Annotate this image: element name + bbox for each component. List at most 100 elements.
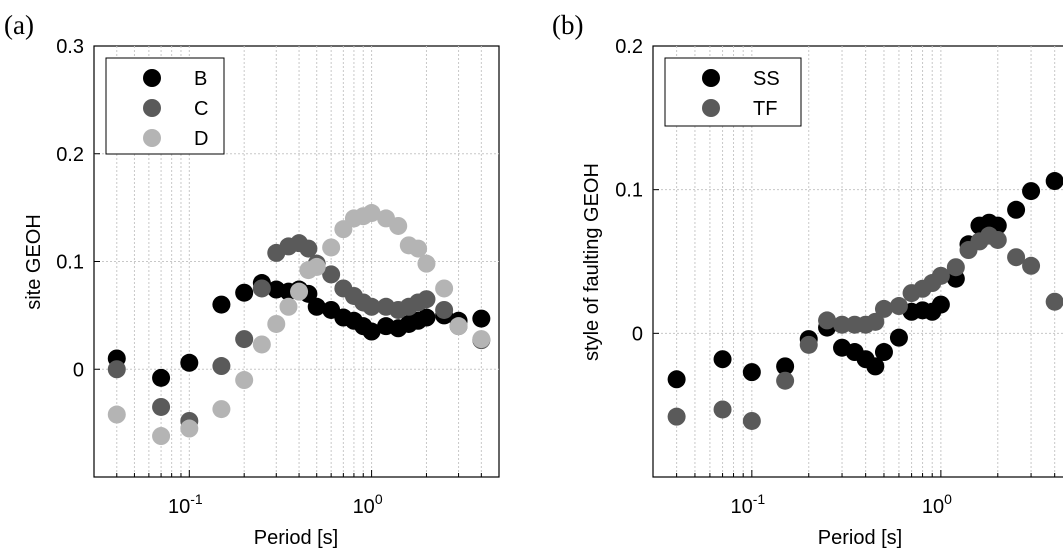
data-point-tf [889, 297, 908, 316]
panel-label-b: (b) [552, 10, 583, 40]
legend-label-d: D [194, 128, 208, 150]
legend-marker-c [143, 99, 161, 117]
data-point-tf [1007, 248, 1026, 267]
data-point-d [307, 257, 326, 276]
data-point-d [252, 335, 271, 354]
x-tick-label: 10-1 [168, 491, 203, 518]
points-a [107, 204, 491, 446]
data-point-d [152, 427, 171, 446]
data-point-d [449, 317, 468, 336]
panel-label-a: (a) [4, 10, 34, 40]
data-point-ss [889, 328, 908, 347]
y-tick-label: 0.2 [615, 36, 643, 58]
data-point-c [299, 239, 318, 258]
data-point-d [322, 238, 341, 257]
data-point-ss [713, 350, 732, 369]
data-point-d [409, 239, 428, 258]
x-tick-label: 10-1 [730, 491, 765, 518]
data-point-c [435, 300, 454, 319]
data-point-tf [799, 335, 818, 354]
x-axis-label-b: Period [s] [818, 527, 902, 549]
data-point-d [107, 405, 126, 424]
data-point-b [152, 368, 171, 387]
y-tick-label: 0.3 [56, 36, 84, 58]
legend-a: BCD [105, 57, 225, 155]
data-point-b [362, 322, 381, 341]
panel-a: (a) 0 0.1 0.2 0.3 10-1 100 Period [s] site G… [4, 10, 500, 549]
data-point-d [212, 400, 231, 419]
data-point-c [235, 330, 254, 349]
data-point-c [252, 279, 271, 298]
legend-marker-ss [702, 69, 720, 87]
plot-frame-b [652, 45, 1063, 478]
data-point-d [267, 314, 286, 333]
data-point-d [472, 330, 491, 349]
data-point-tf [931, 266, 950, 285]
data-point-b [307, 297, 326, 316]
data-point-d [279, 297, 298, 316]
data-point-b [472, 309, 491, 328]
y-tick-label: 0.1 [56, 252, 84, 274]
data-point-b [417, 308, 436, 327]
data-point-tf [713, 400, 732, 419]
data-point-tf [874, 299, 893, 318]
legend-marker-d [143, 129, 161, 147]
legend-label-c: C [194, 98, 208, 120]
data-point-c [152, 397, 171, 416]
legend-label-b: B [194, 68, 207, 90]
data-point-d [290, 282, 309, 301]
x-tick-label: 100 [353, 491, 383, 518]
x-ticks-b: 10-1 100 [676, 470, 1056, 518]
x-tick-label: 100 [922, 491, 952, 518]
legend-label-ss: SS [753, 68, 780, 90]
y-tick-label: 0 [632, 323, 643, 345]
y-tick-label: 0.2 [56, 144, 84, 166]
data-point-ss [1007, 200, 1026, 219]
data-point-d [389, 216, 408, 235]
data-point-tf [742, 411, 761, 430]
legend-marker-tf [702, 99, 720, 117]
y-axis-label-a: site GEOH [23, 214, 45, 310]
legend-marker-b [143, 69, 161, 87]
x-ticks-a: 10-1 100 [116, 470, 482, 518]
data-point-d [362, 204, 381, 223]
data-point-c [322, 265, 341, 284]
data-point-ss [667, 370, 686, 389]
data-point-tf [818, 311, 837, 330]
data-point-tf [667, 407, 686, 426]
data-point-ss [776, 357, 795, 376]
data-point-ss [931, 295, 950, 314]
data-point-ss [874, 343, 893, 362]
data-point-d [417, 254, 436, 273]
data-point-b [180, 353, 199, 372]
legend-label-tf: TF [753, 98, 777, 120]
y-ticks-b: 0 0.1 0.2 [615, 36, 659, 345]
data-point-ss [866, 357, 885, 376]
panel-b: (b) 0 0.1 0.2 10-1 100 Period [s] style of … [552, 10, 1063, 549]
data-point-tf [776, 371, 795, 390]
data-point-ss [742, 363, 761, 382]
data-point-c [362, 297, 381, 316]
data-point-tf [1022, 256, 1041, 275]
data-point-c [212, 357, 231, 376]
data-point-ss [1045, 172, 1063, 191]
y-axis-label-b: style of faulting GEOH [581, 163, 603, 361]
data-point-b [235, 283, 254, 302]
data-point-ss [1022, 182, 1041, 201]
data-point-c [107, 360, 126, 379]
y-tick-label: 0.1 [615, 180, 643, 202]
legend-box-b [664, 57, 802, 127]
data-point-tf [866, 312, 885, 331]
data-point-tf [946, 258, 965, 277]
data-point-c [417, 290, 436, 309]
data-point-d [435, 279, 454, 298]
legend-box-a [105, 57, 225, 155]
y-ticks-a: 0 0.1 0.2 0.3 [56, 36, 100, 381]
data-point-d [180, 419, 199, 438]
legend-b: SS TF [664, 57, 802, 127]
data-point-tf [833, 315, 852, 334]
grid-b [653, 46, 1063, 477]
data-point-d [235, 371, 254, 390]
y-tick-label: 0 [73, 359, 84, 381]
